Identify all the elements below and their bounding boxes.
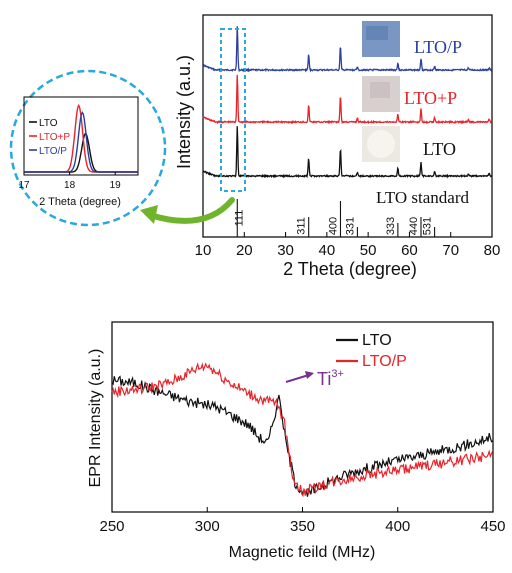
epr-series-line: [111, 362, 494, 498]
xrd-standard-lines: 111 311 400 331 333 440 531: [233, 199, 436, 237]
xrd-label-lto-plus-p: LTO+P: [404, 88, 457, 108]
xrd-label-lto-p: LTO/P: [414, 37, 462, 57]
epr-y-axis-label: EPR Intensity (a.u.): [87, 349, 104, 488]
inset-x-tick-label: 19: [110, 180, 122, 191]
x-tick-label: 60: [401, 242, 418, 259]
epr-x-axis-label: Magnetic feild (MHz): [229, 544, 376, 561]
lto-sample-photo-shade: [367, 130, 395, 158]
x-tick-label: 20: [236, 242, 253, 259]
x-tick-label: 10: [195, 242, 212, 259]
inset-legend-label: LTO/P: [39, 146, 67, 157]
epr-legend: LTO LTO/P: [336, 332, 407, 370]
xrd-label-lto: LTO: [423, 139, 456, 159]
epr-x-axis: 250 300 350 400 450: [99, 507, 506, 535]
inset-x-axis: 17 18 19: [18, 172, 121, 191]
xrd-y-axis-label: Intensity (a.u.): [174, 55, 194, 169]
epr-traces: [111, 362, 494, 498]
epr-x-tick-label: 250: [99, 518, 124, 535]
epr-legend-label: LTO/P: [362, 353, 407, 370]
standard-hkl-label: 311: [296, 217, 308, 235]
xrd-series-line: [202, 126, 493, 179]
lto-p-sample-photo-shade: [366, 26, 388, 40]
xrd-series-line: [202, 26, 493, 73]
standard-hkl-label: 331: [344, 217, 356, 235]
epr-series-line: [111, 375, 493, 497]
lto-plus-p-sample-photo-shade: [370, 82, 390, 98]
zoom-inset: 17 18 19 LTO LTO+P LTO/P 2 Theta (degree): [9, 69, 167, 227]
xrd-x-axis-label: 2 Theta (degree): [283, 259, 417, 279]
epr-x-tick-label: 450: [480, 518, 505, 535]
epr-legend-label: LTO: [362, 332, 392, 349]
xrd-chart: 111 311 400 331 333 440 531 10 20 30 40 50 60 70 80 L…: [174, 14, 501, 279]
xrd-series-line: [202, 74, 492, 125]
inset-series-line: [24, 111, 138, 173]
standard-hkl-label: 400: [327, 217, 339, 235]
inset-x-axis-label: 2 Theta (degree): [39, 196, 121, 208]
epr-x-tick-label: 400: [385, 518, 410, 535]
inset-x-tick-label: 17: [18, 180, 30, 191]
xrd-x-axis: 10 20 30 40 50 60 70 80: [195, 232, 501, 259]
xrd-plot-frame: [202, 14, 493, 238]
inset-x-tick-label: 18: [64, 180, 76, 191]
standard-hkl-label: 111: [233, 210, 245, 227]
standard-hkl-label: 531: [422, 217, 434, 235]
xrd-label-lto-standard: LTO standard: [376, 188, 470, 207]
x-tick-label: 50: [360, 242, 377, 259]
x-tick-label: 40: [319, 242, 336, 259]
ti3-arrow-head-icon: [305, 371, 314, 379]
x-tick-label: 70: [442, 242, 459, 259]
x-tick-label: 30: [277, 242, 294, 259]
inset-traces: [24, 103, 138, 173]
epr-chart: 250 300 350 400 450 LTO LTO/P Ti3+ EPR Intens…: [87, 321, 506, 561]
inset-plot-frame: [23, 96, 139, 176]
inset-legend-label: LTO+P: [39, 132, 70, 143]
standard-hkl-label: 440: [408, 217, 420, 235]
epr-x-tick-label: 350: [290, 518, 315, 535]
inset-legend: LTO LTO+P LTO/P: [29, 118, 70, 157]
epr-x-tick-label: 300: [195, 518, 220, 535]
green-arrow-head-icon: [140, 205, 158, 224]
x-tick-label: 80: [484, 242, 501, 259]
zoom-arrow: [140, 197, 235, 224]
peak-highlight-box: [220, 28, 246, 192]
ti3-annotation-text: Ti: [317, 369, 331, 389]
green-curved-arrow-icon: [147, 197, 235, 224]
ti3-annotation: Ti3+: [317, 368, 344, 389]
xrd-traces: [202, 26, 493, 179]
inset-legend-label: LTO: [39, 118, 58, 129]
epr-plot-frame: [111, 321, 494, 513]
standard-hkl-label: 333: [385, 217, 397, 235]
ti3-annotation-sup: 3+: [331, 368, 344, 380]
